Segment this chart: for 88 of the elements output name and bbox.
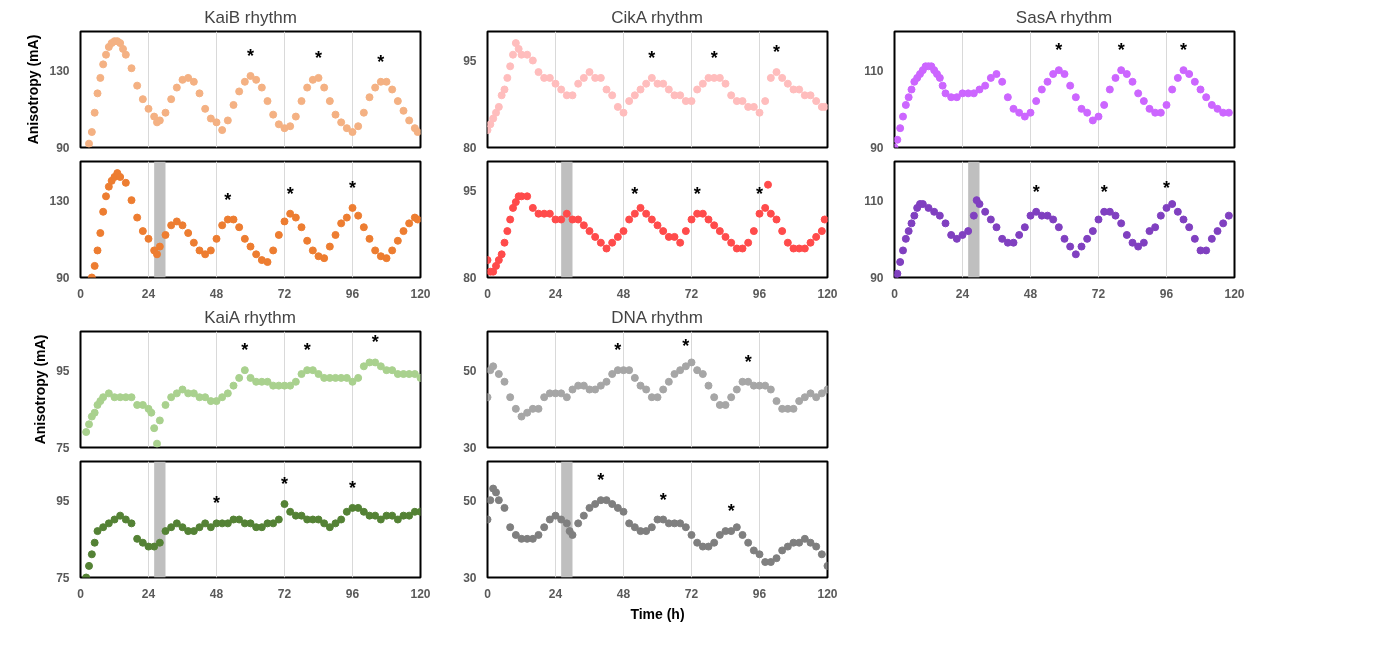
annotation: * — [773, 42, 781, 63]
x-tick-label: 0 — [77, 586, 85, 601]
annotation: * — [597, 470, 605, 491]
annotation: * — [241, 340, 249, 361]
x-tick-label: 24 — [955, 286, 970, 301]
annotation: * — [1117, 40, 1125, 61]
x-tick-label: 24 — [548, 286, 563, 301]
y-tick-label: 75 — [56, 441, 70, 455]
y-axis-title: Anisotropy (mA) — [25, 34, 42, 145]
chart-title: CikA rhythm — [611, 7, 703, 27]
chart-title: SasA rhythm — [1015, 7, 1113, 27]
y-tick-label: 30 — [463, 571, 477, 585]
y-tick-label: 110 — [864, 63, 884, 78]
y-tick-label: 130 — [49, 193, 70, 208]
annotation: * — [1055, 40, 1063, 61]
x-tick-label: 72 — [684, 286, 699, 301]
annotation: * — [710, 47, 718, 68]
annotation: * — [349, 477, 357, 498]
y-tick-label: 90 — [870, 271, 884, 285]
x-tick-label: 96 — [345, 286, 360, 301]
x-tick-label: 96 — [752, 586, 767, 601]
y-tick-label: 50 — [463, 363, 477, 378]
y-tick-label: 95 — [56, 363, 70, 378]
x-tick-label: 96 — [345, 586, 360, 601]
annotation: * — [631, 183, 639, 204]
x-tick-label: 24 — [548, 586, 563, 601]
annotation: * — [303, 340, 311, 361]
y-axis-title: Anisotropy (mA) — [32, 334, 49, 445]
annotation: * — [1100, 181, 1108, 202]
x-tick-label: 72 — [1091, 286, 1106, 301]
x-tick-label: 120 — [1224, 286, 1245, 301]
y-tick-label: 95 — [463, 54, 477, 68]
annotation: * — [693, 183, 701, 204]
x-tick-label: 120 — [817, 286, 838, 301]
y-tick-label: 95 — [463, 184, 477, 198]
annotation: * — [614, 340, 622, 361]
x-tick-label: 0 — [484, 586, 492, 601]
y-tick-label: 90 — [56, 141, 70, 155]
annotation: * — [648, 47, 656, 68]
annotation: * — [224, 189, 232, 210]
annotation: * — [682, 336, 690, 357]
annotation: * — [1163, 177, 1171, 198]
annotation: * — [349, 177, 357, 198]
annotation: * — [659, 489, 667, 510]
annotation: * — [1180, 40, 1188, 61]
chart-title: KaiA rhythm — [204, 307, 296, 327]
y-tick-label: 90 — [870, 141, 884, 155]
annotation: * — [756, 183, 764, 204]
annotation: * — [315, 47, 323, 68]
x-tick-label: 120 — [817, 586, 838, 601]
x-tick-label: 24 — [141, 586, 156, 601]
annotation: * — [727, 501, 735, 522]
x-tick-label: 72 — [684, 586, 699, 601]
y-tick-label: 80 — [463, 141, 477, 155]
y-tick-label: 110 — [864, 193, 884, 208]
annotation: * — [371, 332, 379, 353]
annotation: * — [744, 351, 752, 372]
x-tick-label: 48 — [616, 586, 631, 601]
x-axis-title: Time (h) — [630, 605, 685, 622]
annotation: * — [377, 51, 385, 72]
y-tick-label: 80 — [463, 271, 477, 285]
annotation: * — [286, 183, 294, 204]
x-tick-label: 48 — [209, 586, 224, 601]
annotation: * — [281, 474, 289, 495]
x-tick-label: 48 — [616, 286, 631, 301]
y-tick-label: 130 — [49, 63, 70, 78]
y-tick-label: 50 — [463, 493, 477, 508]
x-tick-label: 96 — [1159, 286, 1174, 301]
annotation: * — [247, 45, 255, 66]
annotation: * — [213, 493, 221, 514]
x-tick-label: 0 — [484, 286, 492, 301]
x-tick-label: 96 — [752, 286, 767, 301]
x-tick-label: 0 — [77, 286, 85, 301]
x-tick-label: 120 — [410, 286, 431, 301]
y-tick-label: 30 — [463, 441, 477, 455]
x-tick-label: 48 — [209, 286, 224, 301]
y-tick-label: 75 — [56, 571, 70, 585]
x-tick-label: 24 — [141, 286, 156, 301]
annotation: * — [1032, 181, 1040, 202]
chart-title: DNA rhythm — [611, 307, 703, 327]
x-tick-label: 120 — [410, 586, 431, 601]
x-tick-label: 48 — [1023, 286, 1038, 301]
y-tick-label: 90 — [56, 271, 70, 285]
x-tick-label: 72 — [277, 586, 292, 601]
x-tick-label: 72 — [277, 286, 292, 301]
x-tick-label: 0 — [891, 286, 899, 301]
chart-title: KaiB rhythm — [204, 7, 297, 27]
y-tick-label: 95 — [56, 493, 70, 508]
